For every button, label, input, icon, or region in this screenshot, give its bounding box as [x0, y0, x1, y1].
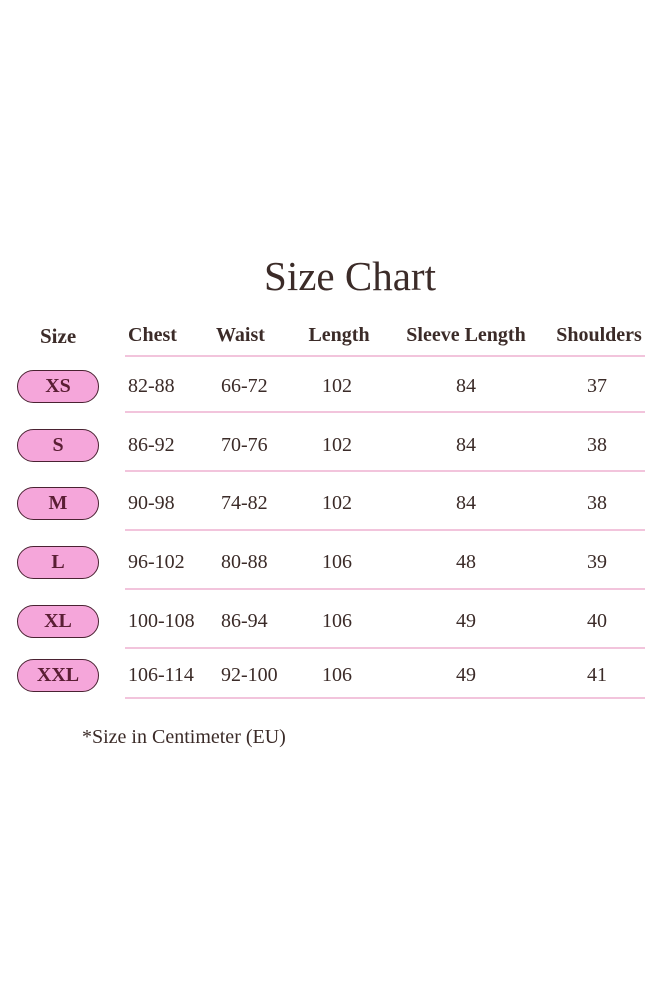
- cell-chest: 100-108: [128, 610, 195, 632]
- cell-waist: 80-88: [221, 551, 268, 573]
- header-length: Length: [308, 324, 370, 346]
- size-badge: S: [17, 429, 99, 462]
- cell-chest: 86-92: [128, 434, 175, 456]
- size-badge: L: [17, 546, 99, 579]
- cell-length: 106: [322, 551, 352, 573]
- cell-length: 102: [322, 492, 352, 514]
- cell-length: 102: [322, 434, 352, 456]
- cell-chest: 106-114: [128, 664, 194, 686]
- cell-shoulders: 38: [587, 434, 607, 456]
- cell-length: 102: [322, 375, 352, 397]
- size-badge: M: [17, 487, 99, 520]
- header-sleeve-length: Sleeve Length: [406, 324, 526, 346]
- cell-sleeve: 48: [456, 551, 476, 573]
- cell-shoulders: 38: [587, 492, 607, 514]
- cell-chest: 82-88: [128, 375, 175, 397]
- cell-length: 106: [322, 664, 352, 686]
- cell-shoulders: 37: [587, 375, 607, 397]
- header-shoulders: Shoulders: [556, 324, 642, 346]
- cell-waist: 86-94: [221, 610, 268, 632]
- cell-waist: 92-100: [221, 664, 278, 686]
- cell-length: 106: [322, 610, 352, 632]
- size-badge: XXL: [17, 659, 99, 692]
- size-badge: XL: [17, 605, 99, 638]
- header-waist: Waist: [216, 324, 265, 346]
- cell-waist: 70-76: [221, 434, 268, 456]
- header-size: Size: [40, 324, 77, 348]
- row-divider: [125, 647, 645, 649]
- row-divider: [125, 529, 645, 531]
- footnote: *Size in Centimeter (EU): [82, 726, 286, 748]
- cell-sleeve: 84: [456, 492, 476, 514]
- cell-sleeve: 49: [456, 610, 476, 632]
- row-divider: [125, 411, 645, 413]
- cell-sleeve: 49: [456, 664, 476, 686]
- row-divider: [125, 470, 645, 472]
- cell-waist: 74-82: [221, 492, 268, 514]
- cell-sleeve: 84: [456, 434, 476, 456]
- cell-sleeve: 84: [456, 375, 476, 397]
- cell-waist: 66-72: [221, 375, 268, 397]
- page-title: Size Chart: [264, 253, 436, 299]
- cell-shoulders: 40: [587, 610, 607, 632]
- header-chest: Chest: [128, 324, 177, 346]
- cell-shoulders: 41: [587, 664, 607, 686]
- row-divider: [125, 697, 645, 699]
- size-badge: XS: [17, 370, 99, 403]
- header-divider: [125, 355, 645, 357]
- row-divider: [125, 588, 645, 590]
- cell-chest: 90-98: [128, 492, 175, 514]
- cell-shoulders: 39: [587, 551, 607, 573]
- cell-chest: 96-102: [128, 551, 185, 573]
